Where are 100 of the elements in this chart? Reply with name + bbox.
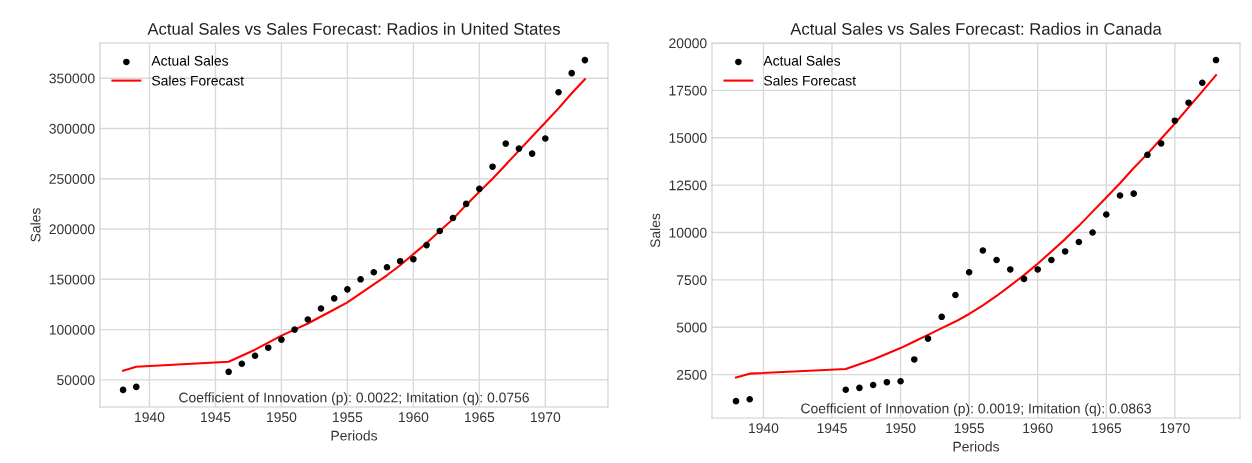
legend-label: Actual Sales (763, 55, 841, 66)
point (251, 352, 259, 360)
point (264, 344, 272, 351)
point (1144, 151, 1151, 159)
point (423, 241, 430, 249)
point (568, 69, 576, 77)
y-tick-label: 50000 (57, 375, 95, 386)
y-axis-title: Sales (30, 208, 41, 242)
y-tick-label: 350000 (49, 73, 95, 84)
point (979, 247, 987, 254)
point (952, 291, 959, 299)
point (1020, 275, 1028, 283)
point (476, 185, 483, 193)
point (330, 295, 338, 302)
point (238, 360, 246, 368)
annotation: Coefficient of Innovation (p): 0.0022; Imitation (q): 0.0756 (179, 392, 529, 406)
legend-label: Sales Forecast (152, 75, 244, 86)
x-tick-label: 1940 (749, 423, 779, 434)
point (1034, 266, 1042, 273)
point (732, 397, 740, 405)
point (357, 276, 364, 283)
x-tick-label: 1955 (954, 423, 985, 434)
point (842, 386, 850, 394)
y-tick-label: 2500 (676, 369, 707, 380)
point (1212, 56, 1220, 64)
y-tick-label: 15000 (669, 133, 707, 143)
point (449, 214, 457, 222)
point (883, 378, 891, 386)
point (910, 356, 918, 363)
point (370, 268, 378, 276)
point (938, 313, 946, 321)
x-tick-label: 1940 (135, 412, 165, 423)
annotation: Coefficient of Innovation (p): 0.0019; Imitation (q): 0.0863 (801, 403, 1151, 417)
legend-label: Actual Sales (151, 55, 229, 66)
point (410, 255, 417, 263)
line-series (734, 74, 1218, 379)
point (1116, 192, 1124, 199)
point (1171, 117, 1179, 124)
y-tick-label: 200000 (49, 224, 95, 235)
point (383, 263, 391, 271)
x-tick-label: 1945 (817, 423, 847, 434)
point (436, 227, 444, 235)
y-tick-label: 250000 (49, 174, 95, 184)
point (1185, 99, 1192, 106)
point (225, 368, 232, 376)
y-tick-label: 100000 (49, 324, 95, 335)
point (1006, 266, 1014, 273)
point (924, 335, 932, 342)
point (993, 256, 1000, 264)
point (581, 56, 589, 64)
point (462, 200, 470, 208)
x-tick-label: 1950 (267, 412, 297, 423)
point (1130, 190, 1138, 197)
x-tick-label: 1945 (201, 412, 231, 423)
point (317, 305, 325, 312)
point (489, 163, 496, 170)
point (119, 386, 127, 394)
y-tick-label: 5000 (676, 322, 707, 333)
x-tick-label: 1960 (1023, 423, 1053, 434)
point (542, 135, 549, 142)
y-tick-label: 20000 (669, 38, 707, 49)
point (555, 88, 562, 96)
point (1061, 248, 1069, 255)
point (502, 140, 510, 147)
x-tick-label: 1965 (464, 412, 495, 423)
y-tick-label: 150000 (49, 274, 95, 285)
point (278, 336, 285, 343)
point (897, 377, 904, 385)
point (1089, 229, 1096, 236)
point (515, 145, 523, 152)
x-axis-title: Periods (953, 441, 1000, 452)
point (344, 286, 351, 293)
point (869, 381, 877, 389)
point (856, 384, 863, 392)
point (1075, 238, 1083, 246)
x-tick-label: 1950 (886, 423, 916, 434)
y-tick-label: 12500 (669, 180, 707, 191)
x-axis-title: Periods (331, 430, 378, 441)
point (396, 257, 404, 265)
point (528, 150, 536, 157)
y-tick-label: 300000 (49, 123, 95, 134)
point (1198, 79, 1206, 87)
point (1102, 211, 1110, 218)
y-axis-title: Sales (650, 213, 661, 248)
point (132, 383, 140, 391)
legend-label: Sales Forecast (764, 75, 856, 86)
y-tick-label: 17500 (669, 85, 707, 96)
x-tick-label: 1970 (1160, 423, 1190, 434)
x-tick-label: 1965 (1091, 423, 1122, 434)
point (746, 395, 754, 403)
point (1048, 256, 1055, 264)
point (291, 326, 298, 333)
point (965, 268, 973, 276)
chart-title: Actual Sales vs Sales Forecast: Radios in United States (147, 22, 560, 35)
x-tick-label: 1955 (333, 412, 363, 423)
point (304, 316, 312, 323)
chart-title: Actual Sales vs Sales Forecast: Radios in Canada (790, 22, 1162, 35)
y-tick-label: 7500 (676, 275, 707, 286)
x-tick-label: 1960 (398, 412, 429, 423)
x-tick-label: 1970 (530, 412, 561, 423)
